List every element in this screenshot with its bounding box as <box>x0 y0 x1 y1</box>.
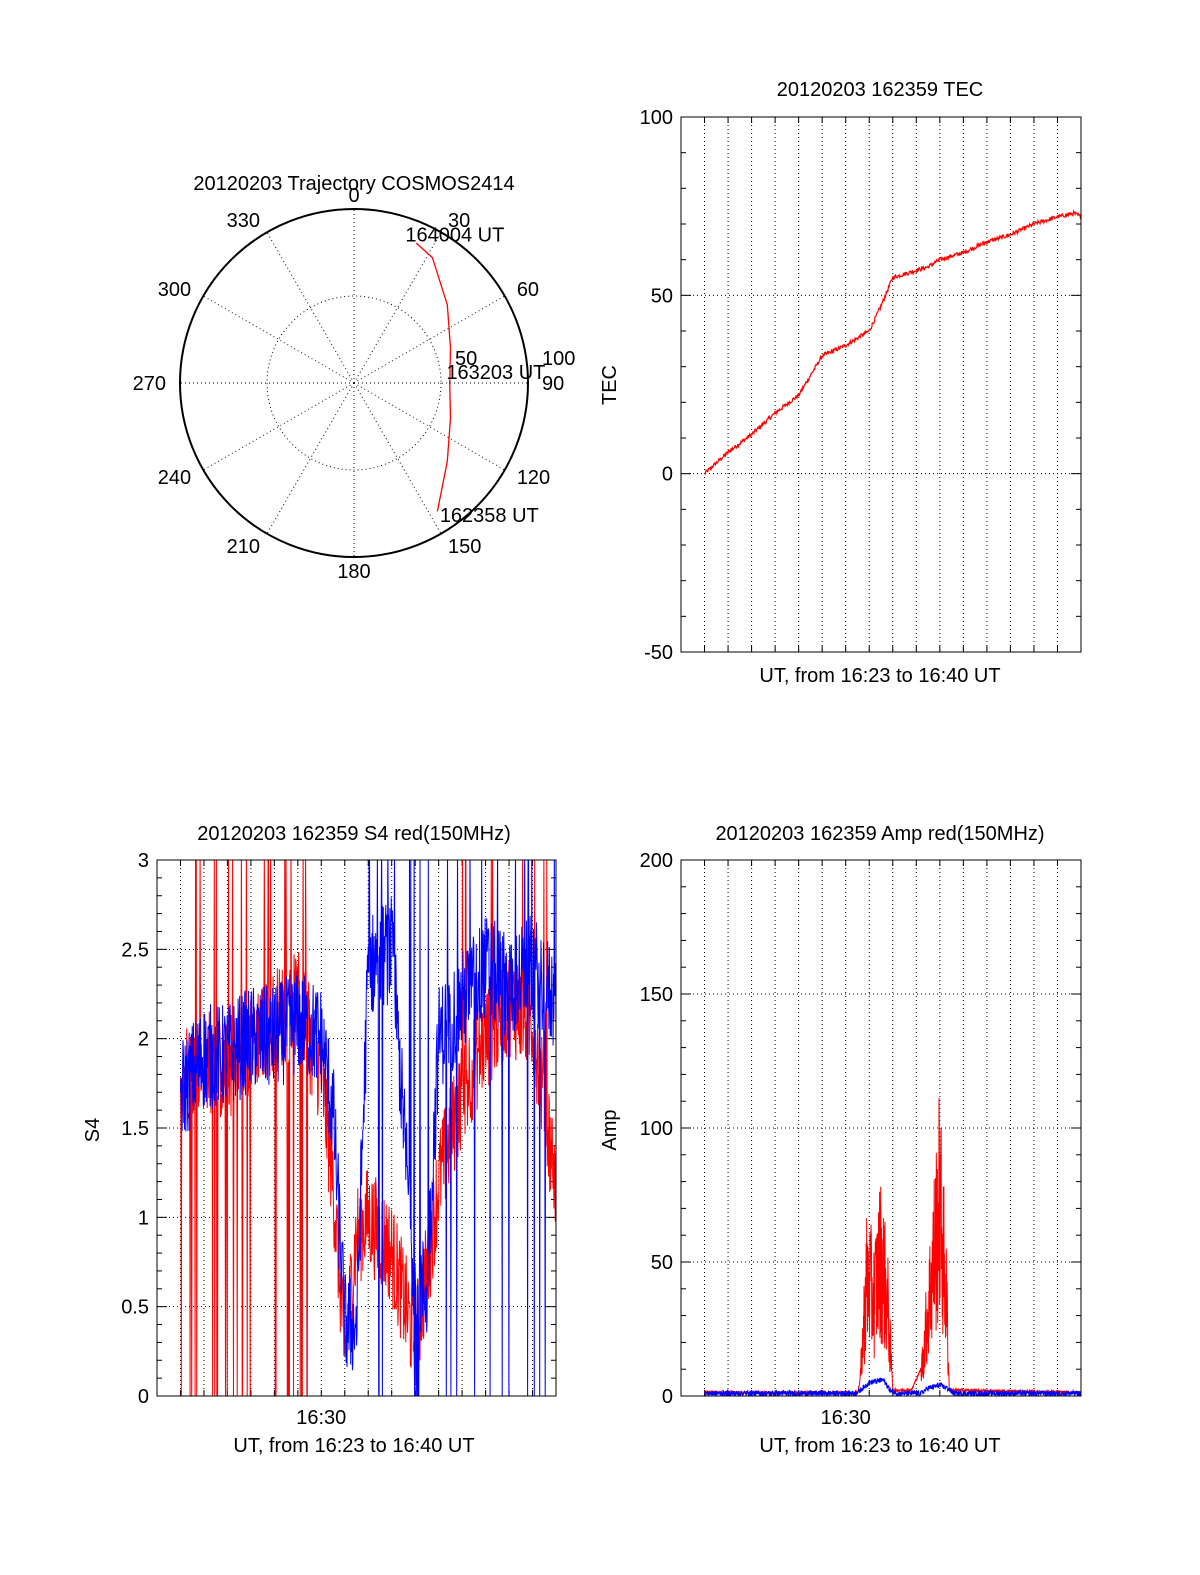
y-tick-label: 0 <box>662 464 673 486</box>
y-tick-label: 0 <box>138 1386 149 1408</box>
y-tick-label: 1 <box>138 1207 149 1229</box>
polar-azimuth-label: 180 <box>337 561 370 583</box>
y-tick-label: 100 <box>640 107 673 129</box>
tec-panel: 20120203 162359 TEC UT, from 16:23 to 16… <box>599 79 1001 687</box>
polar-radial-labels: 50 100 <box>455 348 575 370</box>
polar-spoke <box>203 295 355 384</box>
plot-area: 0 50 100 150 200 16:30 <box>640 850 1082 1429</box>
polar-spoke <box>353 232 442 384</box>
polar-azimuth-label: 300 <box>158 279 191 301</box>
x-tick-label: 16:30 <box>296 1407 346 1429</box>
y-tick-label: 200 <box>640 850 673 872</box>
polar-spoke <box>266 382 355 534</box>
polar-azimuth-label: 30 <box>448 210 470 232</box>
y-tick-label: 150 <box>640 984 673 1006</box>
plot-area: -50 0 50 100 <box>640 107 1082 664</box>
amp-title: 20120203 162359 Amp red(150MHz) <box>715 823 1044 845</box>
tec-title: 20120203 162359 TEC <box>777 79 983 101</box>
polar-azimuth-label: 150 <box>448 536 481 558</box>
polar-azimuth-label: 60 <box>517 279 539 301</box>
polar-azimuth-label: 120 <box>517 467 550 489</box>
y-tick-label: 100 <box>640 1118 673 1140</box>
tec-xlabel: UT, from 16:23 to 16:40 UT <box>759 665 1000 687</box>
series-group <box>180 860 556 1396</box>
polar-annotation: 164004 UT <box>405 225 504 247</box>
y-tick-label: 2 <box>138 1029 149 1051</box>
polar-grid <box>179 208 529 558</box>
polar-radial-label: 100 <box>542 348 575 370</box>
polar-outer-ring <box>179 208 529 558</box>
y-tick-label: 50 <box>651 285 673 307</box>
y-tick-label: 50 <box>651 1252 673 1274</box>
x-tick-label: 16:30 <box>821 1407 871 1429</box>
polar-spoke <box>266 232 355 384</box>
plot-area: 0 0.5 1 1.5 2 2.5 3 16:30 <box>121 850 557 1429</box>
y-tick-label: -50 <box>644 642 673 664</box>
polar-grid-ring <box>266 295 442 471</box>
polar-annotations: 164004 UT 163203 UT 162358 UT <box>405 225 545 528</box>
amp-ylabel: Amp <box>599 1109 621 1150</box>
polar-azimuth-labels: 0 30 60 90 120 150 180 210 240 270 300 330 <box>133 185 565 583</box>
polar-spoke <box>353 382 442 534</box>
polar-spoke <box>353 295 505 384</box>
s4-ylabel: S4 <box>82 1118 104 1142</box>
polar-annotation: 162358 UT <box>440 505 539 527</box>
series-group <box>703 209 1081 476</box>
polar-annotation: 163203 UT <box>446 362 545 384</box>
y-tick-label: 1.5 <box>121 1118 149 1140</box>
polar-spoke <box>203 382 355 471</box>
series-line <box>704 1377 1081 1396</box>
polar-azimuth-label: 240 <box>158 467 191 489</box>
polar-radial-label: 50 <box>455 348 477 370</box>
y-tick-label: 0.5 <box>121 1297 149 1319</box>
polar-azimuth-label: 0 <box>348 185 359 207</box>
s4-panel: 20120203 162359 S4 red(150MHz) UT, from … <box>82 823 511 1457</box>
series-line <box>703 209 1081 476</box>
plot-frame <box>680 859 1082 1397</box>
polar-trajectory-plot: 20120203 Trajectory COSMOS2414 0 30 60 90 12… <box>133 173 576 583</box>
s4-title: 20120203 162359 S4 red(150MHz) <box>197 823 511 845</box>
tec-ylabel: TEC <box>599 365 621 405</box>
polar-title: 20120203 Trajectory COSMOS2414 <box>193 173 514 195</box>
y-tick-label: 0 <box>662 1386 673 1408</box>
y-tick-label: 3 <box>138 850 149 872</box>
polar-trajectory-series <box>415 242 452 512</box>
series-line <box>180 860 556 1396</box>
series-line <box>704 1097 1081 1396</box>
polar-azimuth-label: 210 <box>227 536 260 558</box>
amp-panel: 20120203 162359 Amp red(150MHz) UT, from… <box>599 823 1045 1457</box>
polar-azimuth-label: 90 <box>542 373 564 395</box>
plot-frame <box>680 116 1082 653</box>
polar-azimuth-label: 330 <box>227 210 260 232</box>
plot-frame <box>156 859 557 1397</box>
series-group <box>704 1097 1081 1396</box>
polar-trajectory-line <box>415 242 452 512</box>
polar-azimuth-label: 270 <box>133 373 166 395</box>
y-tick-label: 2.5 <box>121 939 149 961</box>
s4-xlabel: UT, from 16:23 to 16:40 UT <box>233 1435 474 1457</box>
polar-spoke <box>353 382 505 471</box>
amp-xlabel: UT, from 16:23 to 16:40 UT <box>759 1435 1000 1457</box>
